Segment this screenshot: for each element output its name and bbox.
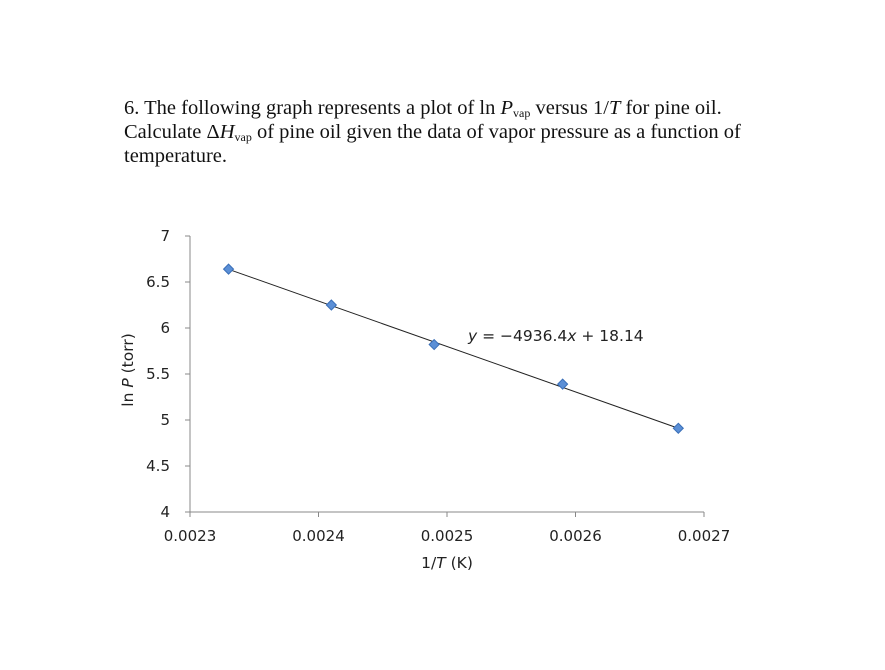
question-part-3: for pine oil. Calculate Δ	[124, 97, 722, 143]
question-part-4: of pine oil given the data of vapor pres…	[124, 121, 741, 167]
trendline-equation: y = −4936.4x + 18.14	[467, 327, 644, 345]
x-tick-label: 0.0024	[292, 527, 345, 545]
question-part-1: The following graph represents a plot of…	[139, 97, 501, 119]
y-tick-label: 5	[160, 411, 170, 429]
x-label-pre: 1/	[421, 554, 437, 572]
y-tick-label: 4.5	[146, 457, 170, 475]
y-label-pre: ln	[119, 388, 137, 407]
data-point	[222, 263, 235, 275]
data-points	[222, 263, 685, 434]
y-tick-group: 4 4.5 5 5.5 6 6.5 7	[146, 227, 190, 521]
x-tick-label: 0.0023	[164, 527, 217, 545]
equation-y: y	[467, 327, 478, 345]
x-label-post: (K)	[446, 554, 473, 572]
data-point	[672, 422, 685, 434]
t-symbol: T	[608, 97, 621, 119]
y-label-post: (torr)	[119, 333, 137, 378]
y-tick-label: 7	[160, 227, 170, 245]
y-tick-label: 4	[160, 503, 170, 521]
data-point	[325, 299, 338, 311]
equation-slope: = −4936.4	[477, 327, 567, 345]
x-label-var: T	[436, 554, 447, 572]
question-part-2: versus 1/	[530, 97, 609, 119]
x-tick-label: 0.0026	[549, 527, 602, 545]
y-tick-label: 6	[160, 319, 170, 337]
trendline	[228, 268, 679, 429]
data-point	[556, 378, 569, 390]
data-point	[428, 338, 440, 351]
equation-intercept: + 18.14	[576, 327, 643, 345]
y-tick-label: 6.5	[146, 273, 170, 291]
question-number: 6.	[124, 97, 140, 119]
p-symbol: P	[500, 97, 514, 119]
p-subscript: vap	[513, 106, 531, 120]
y-axis-label: ln P (torr)	[119, 333, 137, 406]
x-tick-group: 0.0023 0.0024 0.0025 0.0026 0.0027	[164, 512, 731, 545]
h-subscript: vap	[234, 130, 252, 144]
y-tick-label: 5.5	[146, 365, 170, 383]
x-axis-label: 1/T (K)	[421, 554, 473, 572]
y-label-var: P	[119, 378, 137, 388]
question-text: 6. The following graph represents a plot…	[124, 96, 804, 168]
h-symbol: H	[219, 121, 235, 143]
equation-x: x	[566, 327, 577, 345]
x-tick-label: 0.0027	[678, 527, 731, 545]
x-tick-label: 0.0025	[421, 527, 474, 545]
